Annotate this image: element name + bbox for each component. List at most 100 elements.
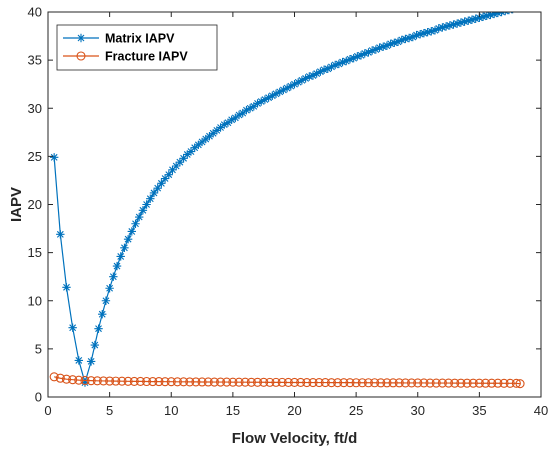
- legend-label-matrix-iapv: Matrix IAPV: [105, 32, 175, 46]
- y-tick-label: 0: [35, 390, 42, 405]
- data-point-fracture-iapv: [252, 377, 263, 387]
- data-point-matrix-iapv: [186, 147, 196, 156]
- data-point-matrix-iapv: [467, 15, 477, 24]
- data-point-matrix-iapv: [271, 89, 281, 99]
- data-point-fracture-iapv: [511, 378, 521, 388]
- data-point-matrix-iapv: [471, 14, 480, 23]
- data-point-fracture-iapv: [296, 377, 306, 388]
- data-point-matrix-iapv: [312, 69, 321, 78]
- data-point-fracture-iapv: [216, 377, 226, 387]
- data-point-matrix-iapv: [382, 41, 392, 50]
- legend: Matrix IAPV Fracture IAPV: [56, 24, 218, 71]
- data-point-matrix-iapv: [449, 20, 458, 29]
- data-point-matrix-iapv: [49, 153, 59, 162]
- data-point-matrix-iapv: [220, 120, 229, 129]
- x-tick-label: 10: [164, 403, 178, 418]
- data-point-matrix-iapv: [179, 154, 188, 163]
- y-tick-label: 25: [28, 149, 42, 164]
- legend-marker-matrix-iapv: [76, 33, 86, 43]
- data-point-matrix-iapv: [360, 49, 369, 58]
- data-point-matrix-iapv: [408, 32, 418, 42]
- y-tick-label: 10: [28, 293, 42, 308]
- data-point-matrix-iapv: [386, 39, 395, 48]
- data-point-fracture-iapv: [487, 378, 497, 388]
- data-point-matrix-iapv: [127, 227, 137, 236]
- x-tick-label: 35: [472, 403, 486, 418]
- data-point-matrix-iapv: [356, 51, 366, 60]
- data-point-matrix-iapv: [168, 165, 177, 175]
- data-point-fracture-iapv: [154, 377, 164, 387]
- data-point-matrix-iapv: [475, 13, 484, 22]
- data-point-matrix-iapv: [101, 296, 111, 305]
- data-point-fracture-iapv: [179, 377, 189, 387]
- data-point-matrix-iapv: [353, 52, 362, 61]
- data-point-matrix-iapv: [323, 64, 332, 73]
- data-point-fracture-iapv: [363, 378, 374, 388]
- data-point-matrix-iapv: [157, 179, 166, 188]
- data-point-fracture-iapv: [456, 378, 466, 388]
- data-point-fracture-iapv: [283, 377, 293, 388]
- x-tick-label: 15: [226, 403, 240, 418]
- data-point-fracture-iapv: [240, 377, 250, 387]
- data-point-fracture-iapv: [166, 377, 176, 387]
- data-point-matrix-iapv: [290, 79, 299, 89]
- data-point-matrix-iapv: [364, 48, 373, 57]
- data-point-matrix-iapv: [109, 272, 118, 281]
- data-point-matrix-iapv: [194, 140, 203, 150]
- data-point-matrix-iapv: [68, 323, 77, 332]
- data-point-matrix-iapv: [279, 85, 288, 95]
- data-point-fracture-iapv: [228, 377, 238, 387]
- data-point-matrix-iapv: [375, 43, 384, 52]
- series-matrix-iapv: [49, 12, 517, 387]
- data-point-fracture-iapv: [302, 378, 312, 388]
- data-point-fracture-iapv: [123, 376, 133, 386]
- data-point-matrix-iapv: [308, 71, 318, 80]
- data-point-matrix-iapv: [367, 46, 377, 55]
- data-point-fracture-iapv: [515, 379, 525, 389]
- data-point-matrix-iapv: [138, 206, 148, 215]
- data-point-fracture-iapv: [191, 377, 201, 387]
- data-point-matrix-iapv: [123, 234, 133, 244]
- data-point-matrix-iapv: [330, 60, 340, 70]
- data-point-fracture-iapv: [407, 378, 417, 388]
- data-point-fracture-iapv: [351, 378, 361, 388]
- axes: 0 5 10 15 20 25 30 35 40 0 5 10 15 20 25 30 35 40 Flow Vel…: [8, 5, 548, 448]
- data-point-fracture-iapv: [197, 377, 207, 387]
- data-point-matrix-iapv: [452, 19, 462, 28]
- data-point-matrix-iapv: [345, 54, 355, 64]
- data-point-fracture-iapv: [265, 377, 275, 387]
- data-point-fracture-iapv: [425, 378, 435, 388]
- data-point-fracture-iapv: [55, 373, 65, 383]
- data-point-matrix-iapv: [74, 356, 84, 365]
- data-point-matrix-iapv: [430, 26, 440, 35]
- x-tick-label: 40: [534, 403, 548, 418]
- data-point-matrix-iapv: [260, 95, 270, 104]
- data-point-matrix-iapv: [482, 12, 491, 21]
- data-point-fracture-iapv: [98, 376, 109, 386]
- data-point-matrix-iapv: [98, 310, 107, 319]
- x-tick-label: 20: [287, 403, 301, 418]
- data-point-fracture-iapv: [49, 372, 59, 382]
- data-point-matrix-iapv: [242, 105, 251, 115]
- data-point-matrix-iapv: [131, 219, 140, 228]
- y-tick-label: 30: [28, 101, 42, 116]
- data-point-matrix-iapv: [282, 83, 292, 93]
- data-point-matrix-iapv: [441, 22, 451, 31]
- data-point-fracture-iapv: [86, 376, 96, 386]
- data-point-matrix-iapv: [397, 35, 406, 45]
- data-point-matrix-iapv: [275, 87, 284, 97]
- series-fracture-iapv: [49, 372, 525, 389]
- data-point-fracture-iapv: [259, 377, 269, 387]
- data-point-matrix-iapv: [486, 12, 495, 20]
- data-point-fracture-iapv: [148, 377, 158, 387]
- data-point-fracture-iapv: [271, 377, 281, 387]
- data-point-matrix-iapv: [197, 137, 207, 147]
- data-point-fracture-iapv: [345, 378, 355, 388]
- data-point-matrix-iapv: [205, 131, 214, 141]
- data-point-matrix-iapv: [419, 28, 429, 38]
- data-point-fracture-iapv: [333, 378, 343, 388]
- data-point-matrix-iapv: [342, 56, 351, 66]
- data-point-matrix-iapv: [234, 110, 244, 120]
- data-point-fracture-iapv: [160, 377, 170, 387]
- data-point-fracture-iapv: [129, 376, 139, 386]
